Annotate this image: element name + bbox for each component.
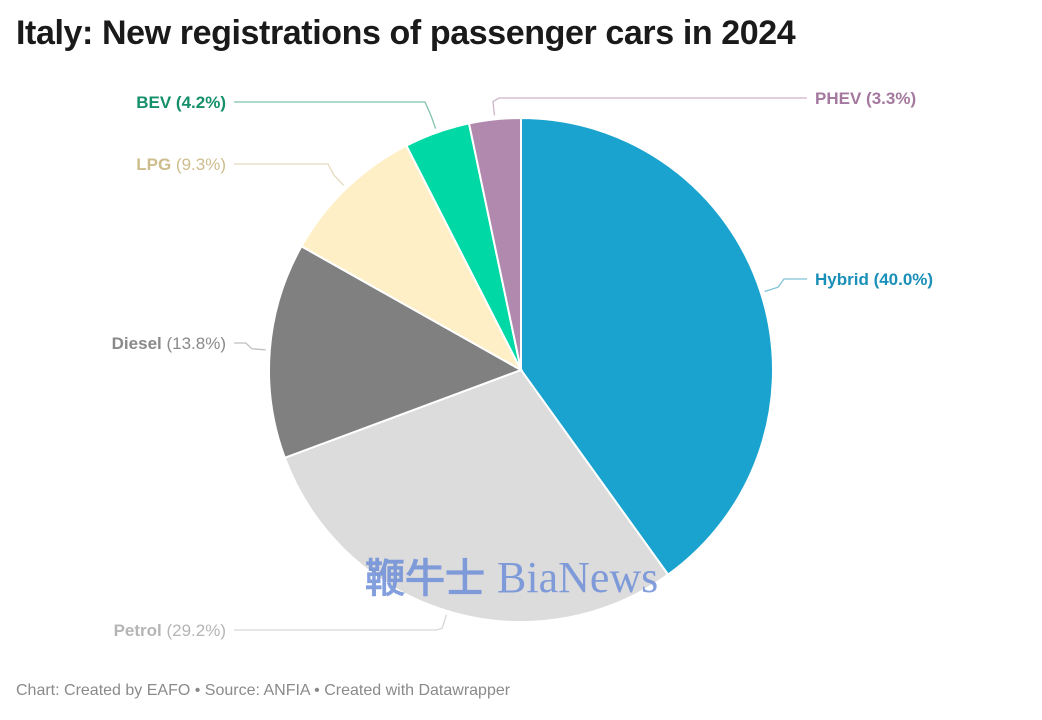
- leader-line-lpg: [234, 163, 345, 186]
- pie-slice-petrol: [283, 368, 670, 623]
- chart-footer: Chart: Created by EAFO • Source: ANFIA •…: [16, 682, 511, 699]
- leader-line-petrol: [234, 614, 447, 631]
- pie-slice-phev: [467, 116, 522, 371]
- slice-label-name: BEV: [136, 93, 176, 112]
- leader-line-phev: [492, 97, 807, 116]
- bianews-watermark: 鞭牛士 BiaNews: [365, 553, 658, 602]
- slice-label-name: LPG: [136, 155, 176, 174]
- slice-label-value: (40.0%): [874, 270, 934, 289]
- leader-line-bev: [234, 101, 437, 129]
- pie-slice-lpg: [300, 144, 524, 373]
- chart-title: Italy: New registrations of passenger ca…: [16, 14, 796, 52]
- watermark-cjk-text: 鞭牛士: [365, 555, 485, 602]
- slice-label-name: Hybrid: [815, 270, 874, 289]
- slice-label-phev: PHEV (3.3%): [815, 89, 916, 108]
- leader-lines: [234, 97, 807, 631]
- slice-label-hybrid: Hybrid (40.0%): [815, 270, 933, 289]
- slice-label-value: (13.8%): [166, 334, 226, 353]
- slice-label-name: Petrol: [114, 621, 167, 640]
- slice-label-value: (29.2%): [166, 621, 226, 640]
- slice-label-value: (3.3%): [866, 89, 916, 108]
- slice-label-name: Diesel: [112, 334, 167, 353]
- slice-label-bev: BEV (4.2%): [136, 93, 226, 112]
- watermark-latin-text: BiaNews: [497, 553, 658, 602]
- slice-label-diesel: Diesel (13.8%): [112, 334, 226, 353]
- pie-slice-hybrid: [520, 116, 774, 577]
- slice-label-value: (4.2%): [176, 93, 226, 112]
- slice-label-value: (9.3%): [176, 155, 226, 174]
- slice-labels: Hybrid (40.0%) Petrol (29.2%) Diesel (13.8…: [112, 89, 933, 640]
- slice-label-name: PHEV: [815, 89, 866, 108]
- slice-label-lpg: LPG (9.3%): [136, 155, 226, 174]
- leader-line-diesel: [234, 342, 266, 351]
- slice-label-petrol: Petrol (29.2%): [114, 621, 226, 640]
- leader-line-hybrid: [764, 278, 807, 293]
- pie-slices: [268, 116, 774, 623]
- pie-slice-diesel: [268, 244, 524, 460]
